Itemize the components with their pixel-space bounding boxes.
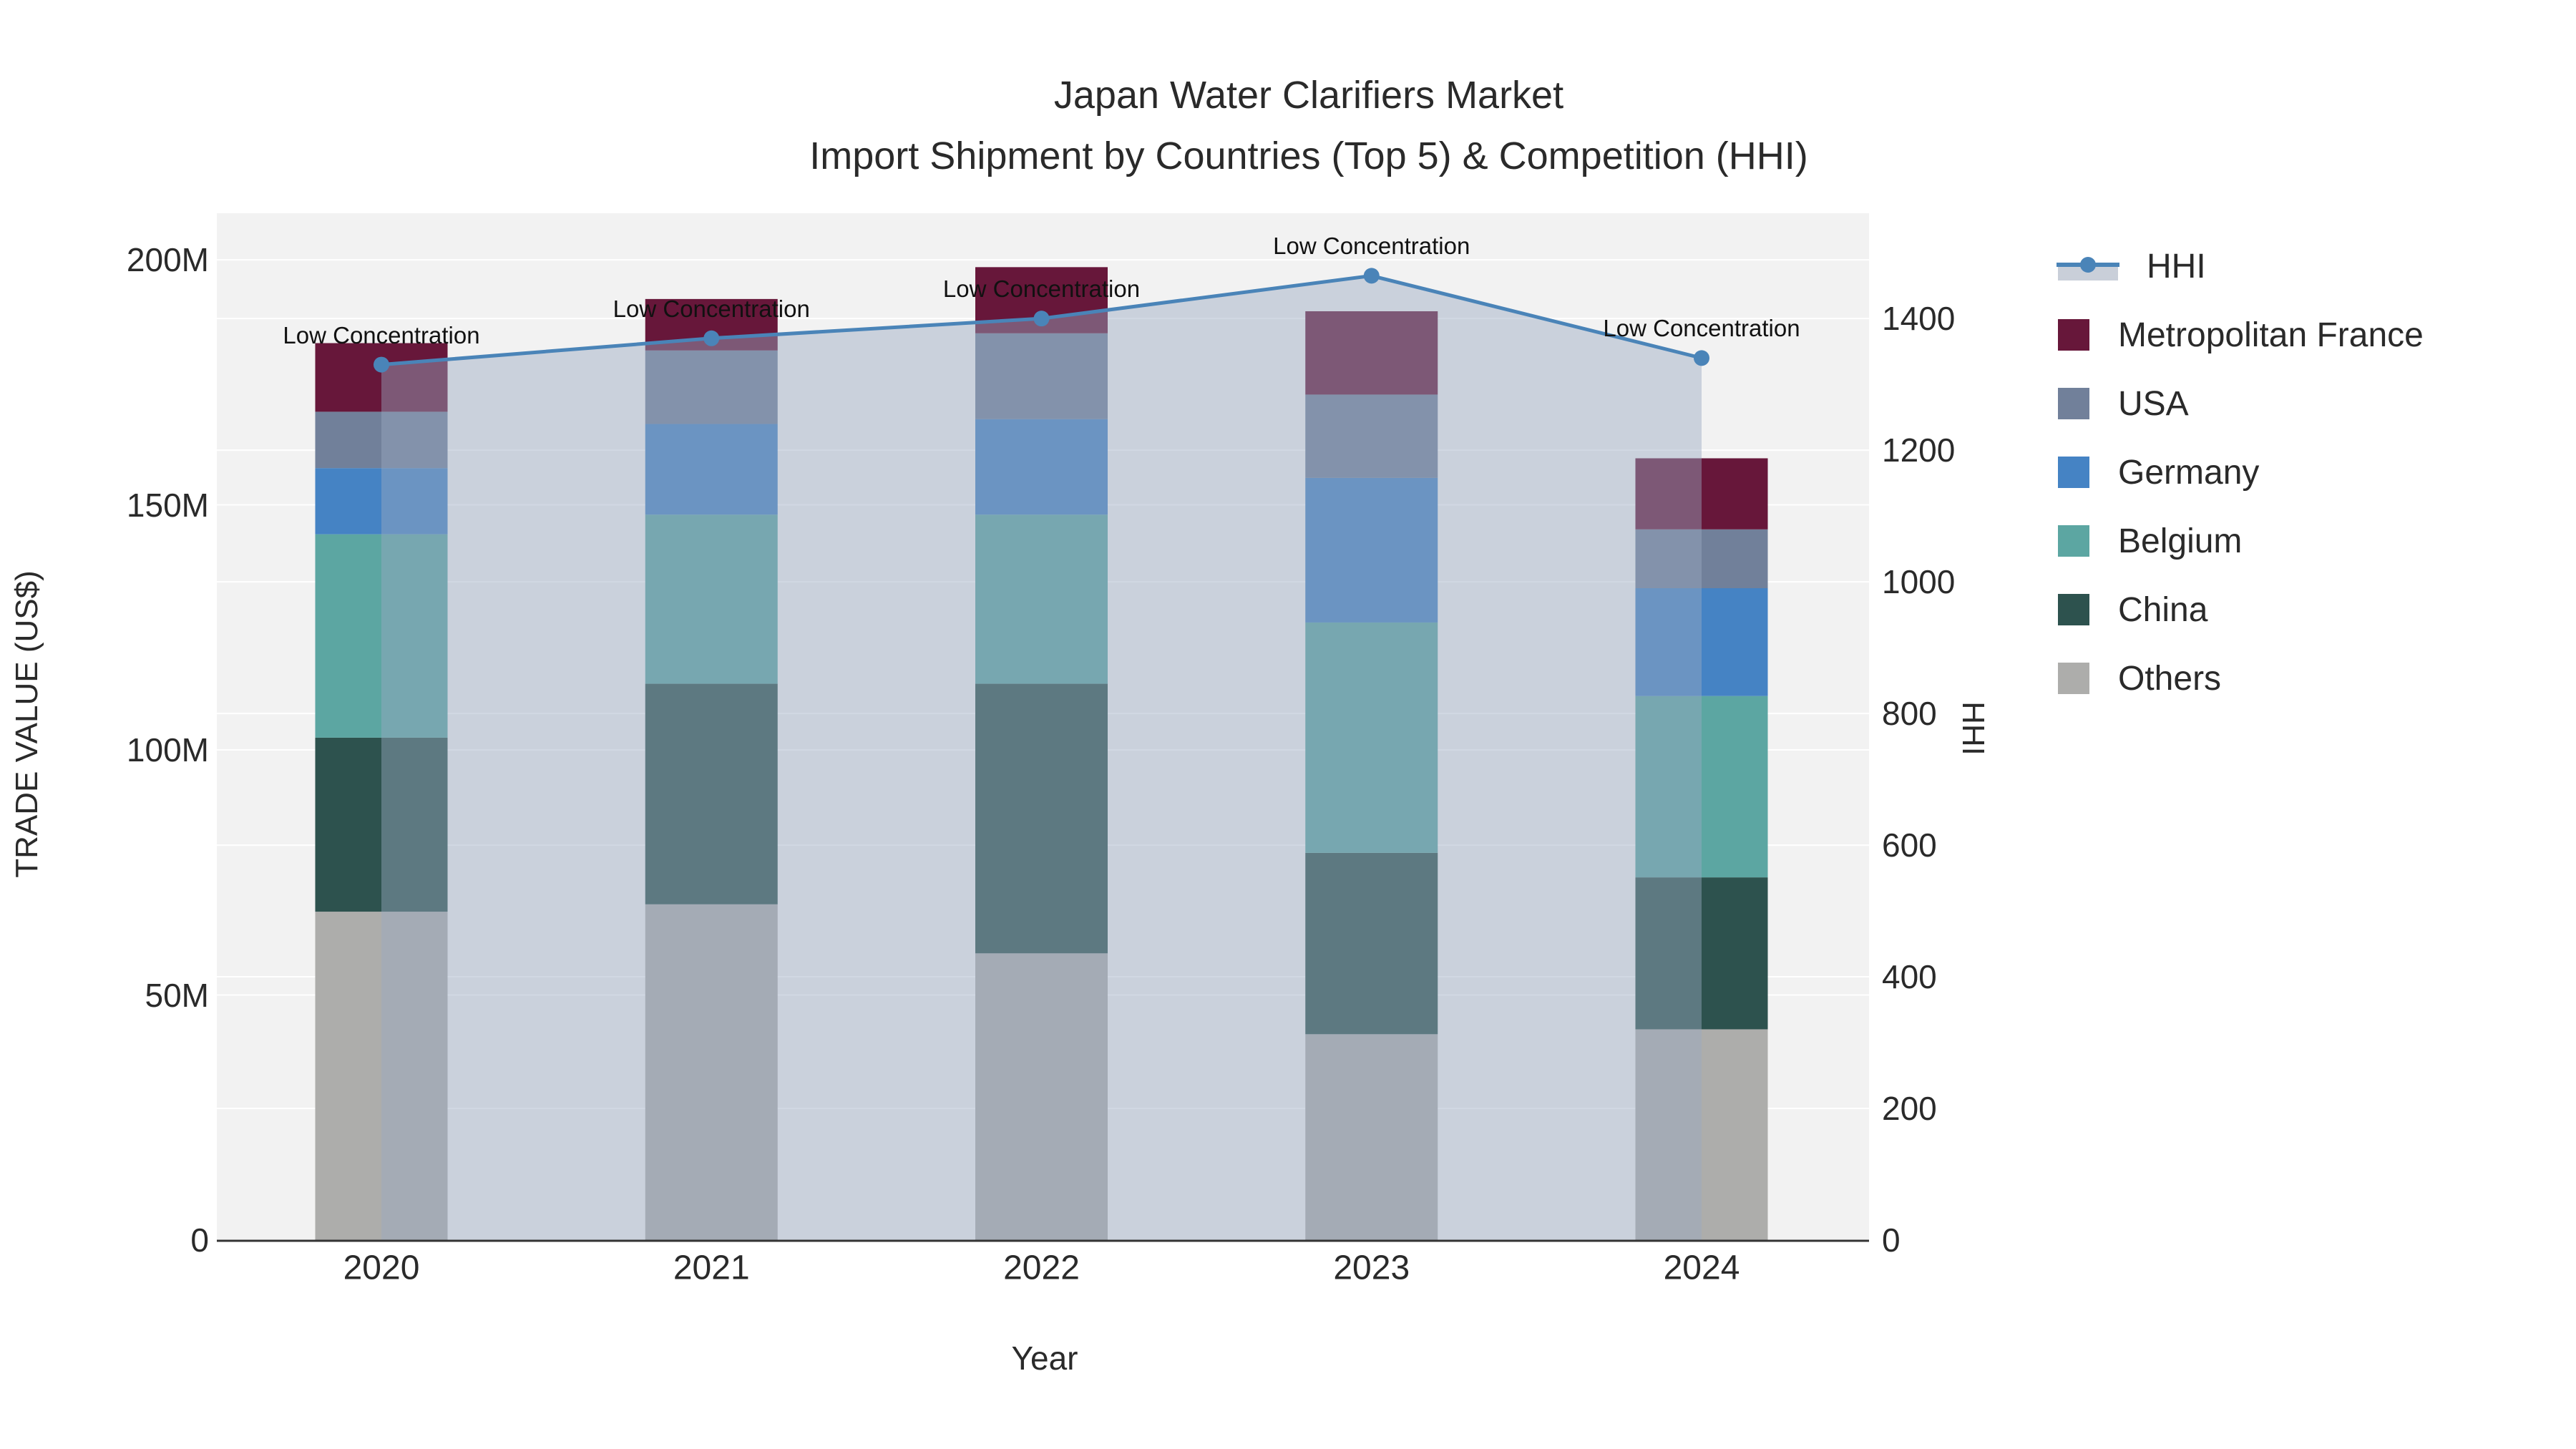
hhi-line-swatch-icon (2057, 250, 2119, 282)
color-swatch-icon (2058, 663, 2089, 694)
y-right-tick-1400: 1400 (1882, 300, 1956, 338)
y-right-tick-800: 800 (1882, 695, 1937, 733)
bar-segment-germany-2022[interactable] (975, 419, 1108, 515)
hhi-point-2022[interactable] (1033, 311, 1050, 327)
x-tick-2023: 2023 (1333, 1249, 1410, 1287)
legend-label: Others (2118, 659, 2222, 698)
legend-label: Germany (2118, 453, 2260, 492)
annotation-low-concentration-2021: Low Concentration (613, 295, 810, 322)
legend-label: USA (2118, 384, 2189, 423)
bar-segment-china-2020[interactable] (315, 737, 448, 912)
hhi-point-2021[interactable] (703, 330, 720, 346)
bar-segment-metropolitan-france-2020[interactable] (315, 343, 448, 412)
color-swatch-icon (2058, 388, 2089, 419)
annotation-low-concentration-2024: Low Concentration (1603, 315, 1800, 342)
bar-segment-others-2022[interactable] (975, 953, 1108, 1240)
hhi-point-2024[interactable] (1694, 350, 1709, 366)
x-tick-2021: 2021 (673, 1249, 750, 1287)
bar-segment-others-2023[interactable] (1305, 1034, 1438, 1240)
bar-segment-usa-2021[interactable] (645, 350, 778, 424)
color-swatch-icon (2058, 594, 2089, 625)
bar-segment-germany-2020[interactable] (315, 468, 448, 535)
y-right-tick-1000: 1000 (1882, 563, 1956, 601)
bar-segment-usa-2020[interactable] (315, 411, 448, 469)
x-tick-2022: 2022 (1003, 1249, 1080, 1287)
bar-segment-others-2020[interactable] (315, 912, 448, 1240)
color-swatch-icon (2058, 525, 2089, 557)
x-axis-title: Year (1011, 1340, 1078, 1377)
bar-segment-germany-2023[interactable] (1305, 477, 1438, 623)
y-left-tick-200M: 200M (126, 241, 209, 279)
color-swatch-icon (2058, 457, 2089, 488)
legend-label: HHI (2147, 247, 2206, 286)
bar-segment-usa-2023[interactable] (1305, 394, 1438, 478)
x-tick-2024: 2024 (1663, 1249, 1740, 1287)
bar-segment-usa-2022[interactable] (975, 333, 1108, 419)
legend-item-usa[interactable]: USA (2058, 369, 2189, 438)
annotation-low-concentration-2023: Low Concentration (1273, 233, 1470, 260)
bar-segment-belgium-2021[interactable] (645, 514, 778, 684)
y-right-tick-1200: 1200 (1882, 431, 1956, 469)
hhi-area-fill (381, 275, 1702, 1240)
legend-label: Metropolitan France (2118, 316, 2424, 354)
bar-segment-china-2022[interactable] (975, 683, 1108, 954)
y-right-tick-400: 400 (1882, 958, 1937, 996)
bar-segment-belgium-2023[interactable] (1305, 622, 1438, 853)
y-right-tick-0: 0 (1882, 1221, 1901, 1259)
bar-segment-china-2024[interactable] (1635, 877, 1768, 1030)
legend-item-metropolitan-france[interactable]: Metropolitan France (2058, 301, 2424, 369)
bar-segment-metropolitan-france-2023[interactable] (1305, 311, 1438, 395)
bar-segment-china-2021[interactable] (645, 683, 778, 904)
y-right-tick-600: 600 (1882, 826, 1937, 864)
bar-segment-china-2023[interactable] (1305, 852, 1438, 1035)
annotation-low-concentration-2020: Low Concentration (283, 321, 480, 348)
y-left-tick-100M: 100M (126, 731, 209, 769)
y-left-tick-150M: 150M (126, 486, 209, 524)
y-right-axis-title: HHI (1956, 701, 1991, 756)
y-right-tick-200: 200 (1882, 1090, 1937, 1128)
legend-label: China (2118, 590, 2208, 629)
bar-segment-metropolitan-france-2024[interactable] (1635, 458, 1768, 530)
hhi-point-2020[interactable] (374, 356, 389, 373)
annotation-low-concentration-2022: Low Concentration (942, 275, 1141, 303)
bar-segment-belgium-2020[interactable] (315, 534, 448, 738)
x-tick-2020: 2020 (343, 1249, 420, 1287)
chart-subtitle: Import Shipment by Countries (Top 5) & C… (809, 135, 1808, 177)
y-left-tick-0: 0 (190, 1221, 209, 1259)
color-swatch-icon (2058, 319, 2089, 351)
bar-segment-others-2021[interactable] (645, 904, 778, 1240)
bar-segment-usa-2024[interactable] (1635, 529, 1768, 588)
legend-item-others[interactable]: Others (2058, 644, 2221, 713)
bar-segment-germany-2021[interactable] (645, 424, 778, 515)
y-left-tick-50M: 50M (145, 976, 209, 1014)
legend-item-germany[interactable]: Germany (2058, 438, 2259, 507)
legend-item-china[interactable]: China (2058, 575, 2207, 644)
chart-title: Japan Water Clarifiers Market (1053, 74, 1564, 117)
hhi-point-2023[interactable] (1363, 268, 1380, 284)
bar-segment-germany-2024[interactable] (1635, 587, 1768, 696)
legend-item-hhi[interactable]: HHI (2057, 232, 2206, 301)
bar-segment-belgium-2022[interactable] (975, 514, 1108, 684)
bar-segment-others-2024[interactable] (1635, 1029, 1768, 1240)
legend-label: Belgium (2118, 522, 2243, 560)
legend-item-belgium[interactable]: Belgium (2058, 507, 2242, 575)
bar-segment-belgium-2024[interactable] (1635, 696, 1768, 878)
y-left-axis-title: TRADE VALUE (US$) (9, 570, 44, 878)
